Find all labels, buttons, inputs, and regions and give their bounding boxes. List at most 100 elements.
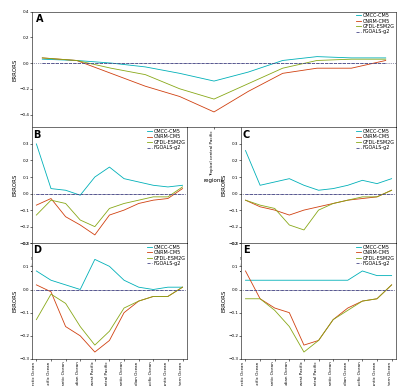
CMCC-CM5 <box>383 56 388 60</box>
FGOALS-g2 <box>280 61 285 65</box>
Legend: CMCC-CM5, CNRM-CM5, GFDL-ESM2G, FGOALS-g2: CMCC-CM5, CNRM-CM5, GFDL-ESM2G, FGOALS-g… <box>147 129 186 151</box>
FGOALS-g2 <box>246 61 251 65</box>
GFDL-ESM2G <box>78 218 83 222</box>
FGOALS-g2 <box>151 287 156 292</box>
GFDL-ESM2G <box>143 72 148 77</box>
FGOALS-g2 <box>383 61 388 65</box>
GFDL-ESM2G <box>34 213 39 217</box>
CNRM-CM5 <box>122 208 126 212</box>
CMCC-CM5 <box>166 285 170 290</box>
Legend: CMCC-CM5, CNRM-CM5, GFDL-ESM2G, FGOALS-g2: CMCC-CM5, CNRM-CM5, GFDL-ESM2G, FGOALS-g… <box>356 13 395 35</box>
CNRM-CM5 <box>177 94 182 99</box>
CMCC-CM5 <box>40 57 45 61</box>
CNRM-CM5 <box>389 283 394 287</box>
Text: B: B <box>34 130 41 140</box>
CMCC-CM5 <box>92 175 97 179</box>
CNRM-CM5 <box>302 343 306 347</box>
FGOALS-g2 <box>331 191 336 196</box>
GFDL-ESM2G <box>136 299 141 303</box>
FGOALS-g2 <box>331 287 336 292</box>
GFDL-ESM2G <box>316 338 321 343</box>
X-axis label: regions: regions <box>99 294 120 299</box>
CMCC-CM5 <box>258 278 262 283</box>
CMCC-CM5 <box>389 176 394 181</box>
CMCC-CM5 <box>166 185 170 189</box>
CMCC-CM5 <box>74 58 79 63</box>
CMCC-CM5 <box>136 179 141 184</box>
X-axis label: regions: regions <box>204 178 224 183</box>
FGOALS-g2 <box>212 61 216 65</box>
GFDL-ESM2G <box>74 58 79 63</box>
Y-axis label: ERRORS: ERRORS <box>222 174 227 196</box>
FGOALS-g2 <box>375 191 380 196</box>
GFDL-ESM2G <box>180 185 185 189</box>
FGOALS-g2 <box>63 191 68 196</box>
GFDL-ESM2G <box>107 329 112 334</box>
CNRM-CM5 <box>74 58 79 63</box>
CMCC-CM5 <box>389 273 394 278</box>
Text: D: D <box>34 245 42 256</box>
CMCC-CM5 <box>34 142 39 146</box>
CMCC-CM5 <box>243 278 248 283</box>
GFDL-ESM2G <box>360 195 365 199</box>
CMCC-CM5 <box>287 176 292 181</box>
CMCC-CM5 <box>212 79 216 83</box>
GFDL-ESM2G <box>246 81 251 86</box>
Line: CNRM-CM5: CNRM-CM5 <box>36 285 182 352</box>
GFDL-ESM2G <box>166 195 170 199</box>
GFDL-ESM2G <box>345 198 350 203</box>
GFDL-ESM2G <box>375 195 380 199</box>
FGOALS-g2 <box>122 191 126 196</box>
CNRM-CM5 <box>331 201 336 206</box>
CNRM-CM5 <box>345 306 350 310</box>
Line: CMCC-CM5: CMCC-CM5 <box>246 271 392 280</box>
CMCC-CM5 <box>177 71 182 76</box>
CNRM-CM5 <box>345 198 350 203</box>
CNRM-CM5 <box>63 324 68 329</box>
CNRM-CM5 <box>212 110 216 114</box>
FGOALS-g2 <box>315 61 320 65</box>
Y-axis label: ERRORS: ERRORS <box>13 174 18 196</box>
GFDL-ESM2G <box>92 343 97 347</box>
FGOALS-g2 <box>166 287 170 292</box>
CNRM-CM5 <box>287 310 292 315</box>
FGOALS-g2 <box>108 61 113 65</box>
GFDL-ESM2G <box>177 86 182 91</box>
FGOALS-g2 <box>272 191 277 196</box>
GFDL-ESM2G <box>48 198 53 203</box>
GFDL-ESM2G <box>258 296 262 301</box>
GFDL-ESM2G <box>315 58 320 63</box>
GFDL-ESM2G <box>302 350 306 354</box>
CNRM-CM5 <box>92 350 97 354</box>
Line: CMCC-CM5: CMCC-CM5 <box>246 151 392 190</box>
CMCC-CM5 <box>78 287 83 292</box>
FGOALS-g2 <box>287 191 292 196</box>
Legend: CMCC-CM5, CNRM-CM5, GFDL-ESM2G, FGOALS-g2: CMCC-CM5, CNRM-CM5, GFDL-ESM2G, FGOALS-g… <box>356 244 395 267</box>
FGOALS-g2 <box>360 287 365 292</box>
CNRM-CM5 <box>108 71 113 76</box>
GFDL-ESM2G <box>180 285 185 290</box>
CMCC-CM5 <box>360 269 365 273</box>
FGOALS-g2 <box>360 191 365 196</box>
CNRM-CM5 <box>360 299 365 303</box>
CNRM-CM5 <box>272 208 277 212</box>
CMCC-CM5 <box>34 269 39 273</box>
CNRM-CM5 <box>258 296 262 301</box>
GFDL-ESM2G <box>78 324 83 329</box>
CMCC-CM5 <box>122 278 126 283</box>
Line: CNRM-CM5: CNRM-CM5 <box>42 58 386 112</box>
CMCC-CM5 <box>375 273 380 278</box>
GFDL-ESM2G <box>34 317 39 322</box>
CMCC-CM5 <box>136 285 141 290</box>
Text: E: E <box>243 245 249 256</box>
GFDL-ESM2G <box>331 201 336 206</box>
FGOALS-g2 <box>136 191 141 196</box>
CNRM-CM5 <box>302 208 306 212</box>
FGOALS-g2 <box>34 191 39 196</box>
FGOALS-g2 <box>78 287 83 292</box>
CMCC-CM5 <box>272 179 277 184</box>
CMCC-CM5 <box>243 148 248 153</box>
FGOALS-g2 <box>143 61 148 65</box>
GFDL-ESM2G <box>349 57 354 61</box>
CNRM-CM5 <box>122 310 126 315</box>
